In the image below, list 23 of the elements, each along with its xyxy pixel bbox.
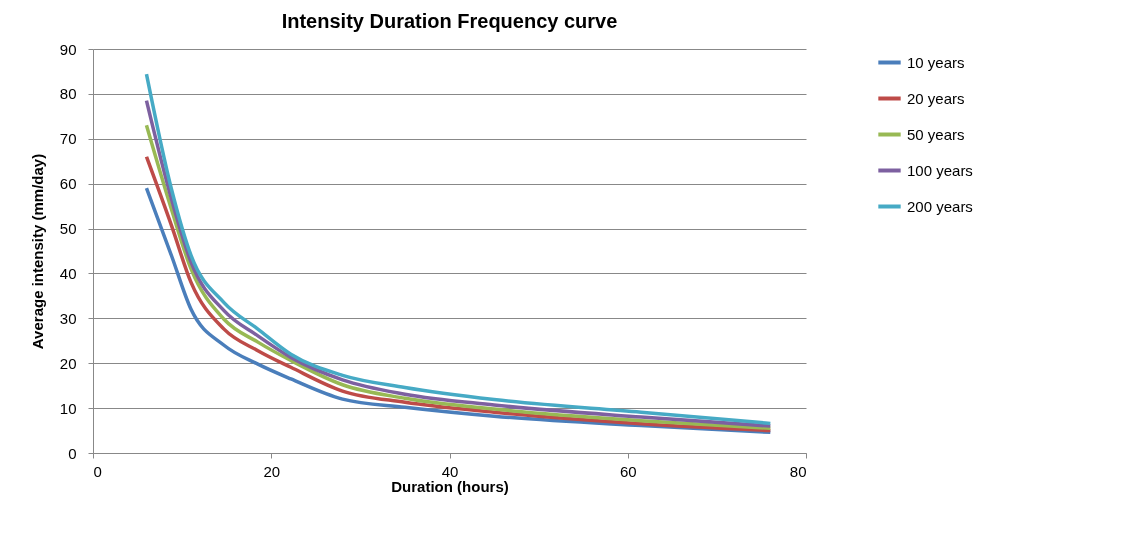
legend-label: 20 years <box>907 89 965 107</box>
y-tick-label: 30 <box>59 309 77 327</box>
x-tick-label: 40 <box>441 462 459 480</box>
legend-label: 100 years <box>907 161 973 179</box>
y-tick-label: 50 <box>59 220 77 238</box>
y-tick-label: 60 <box>59 175 77 193</box>
x-tick-label: 60 <box>619 462 637 480</box>
y-tick-label: 70 <box>59 130 77 148</box>
legend-label: 200 years <box>907 197 973 215</box>
legend-label: 50 years <box>907 125 965 143</box>
y-axis-title: Average intensity (mm/day) <box>28 153 46 350</box>
x-axis-title: Duration (hours) <box>391 477 509 495</box>
y-tick-label: 40 <box>59 264 77 282</box>
x-tick-label: 20 <box>263 462 281 480</box>
x-tick-label: 0 <box>93 462 102 480</box>
y-tick-label: 80 <box>59 85 77 103</box>
legend-label: 10 years <box>907 53 965 71</box>
chart-title: Intensity Duration Frequency curve <box>281 10 618 32</box>
x-tick-label: 80 <box>789 462 807 480</box>
y-tick-label: 90 <box>59 40 77 58</box>
y-tick-label: 10 <box>59 399 77 417</box>
y-tick-label: 20 <box>59 354 77 372</box>
y-tick-label: 0 <box>68 444 77 462</box>
